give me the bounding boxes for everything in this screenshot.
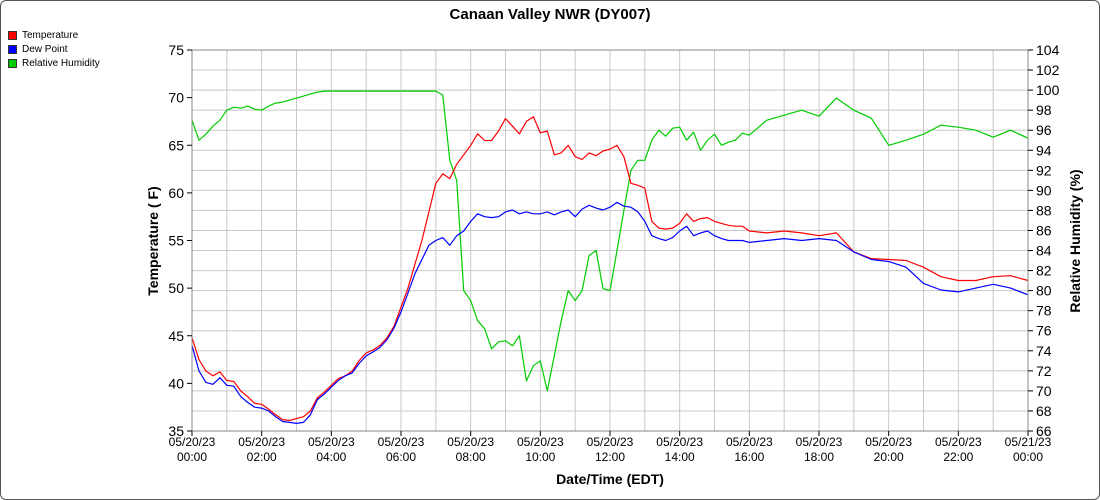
y-left-tick-label: 55 (168, 233, 184, 249)
y-right-tick-label: 82 (1036, 263, 1052, 279)
y-right-tick-label: 90 (1036, 182, 1052, 198)
y-left-tick-label: 45 (168, 328, 184, 344)
legend-item-relative-humidity: Relative Humidity (8, 56, 100, 70)
legend-swatch-dew-point (8, 44, 17, 54)
y-left-tick-label: 40 (168, 375, 184, 391)
x-tick-label-time: 04:00 (316, 450, 346, 464)
grid (191, 49, 1029, 432)
series-layer (191, 90, 1029, 424)
legend-item-temperature: Temperature (8, 28, 100, 42)
x-tick-label-date: 05/21/23 (1005, 435, 1052, 449)
y-right-tick-label: 84 (1036, 243, 1052, 259)
legend: Temperature Dew Point Relative Humidity (8, 28, 100, 70)
y-right-tick-label: 88 (1036, 202, 1052, 218)
y-left-tick-label: 60 (168, 185, 184, 201)
y-right-tick-label: 70 (1036, 383, 1052, 399)
y-right-tick-label: 76 (1036, 323, 1052, 339)
x-tick-label-time: 10:00 (525, 450, 555, 464)
x-tick-label-date: 05/20/23 (587, 435, 634, 449)
legend-swatch-temperature (8, 30, 17, 40)
legend-label-dew-point: Dew Point (22, 43, 68, 55)
y-right-tick-label: 102 (1036, 62, 1060, 78)
x-tick-label-time: 14:00 (665, 450, 695, 464)
y-right-tick-label: 96 (1036, 122, 1052, 138)
y-right-tick-label: 100 (1036, 82, 1060, 98)
axes: 35 40 45 50 55 60 65 70 75 66 68 70 72 74 76 78 80 82 84 86… (168, 42, 1059, 464)
x-tick-label-date: 05/20/23 (308, 435, 355, 449)
y-right-tick-label: 66 (1036, 423, 1052, 439)
y-right-tick-label: 104 (1036, 42, 1060, 58)
x-tick-label-time: 18:00 (804, 450, 834, 464)
series-line-dew-point (191, 201, 1029, 424)
x-tick-label-time: 12:00 (595, 450, 625, 464)
x-tick-label-date: 05/20/23 (865, 435, 912, 449)
x-tick-label-time: 06:00 (386, 450, 416, 464)
series-line-temperature (191, 116, 1029, 422)
x-tick-label-date: 05/20/23 (169, 435, 216, 449)
x-tick-label-time: 02:00 (247, 450, 277, 464)
y-right-tick-label: 78 (1036, 303, 1052, 319)
x-tick-label-time: 20:00 (874, 450, 904, 464)
y-left-tick-label: 70 (168, 90, 184, 106)
y-right-tick-label: 74 (1036, 343, 1052, 359)
x-tick-label-date: 05/20/23 (447, 435, 494, 449)
y-right-tick-label: 68 (1036, 403, 1052, 419)
x-tick-label-time: 00:00 (1013, 450, 1043, 464)
series-line-relative-humidity (191, 90, 1029, 392)
legend-label-relative-humidity: Relative Humidity (22, 57, 100, 69)
x-tick-label-date: 05/20/23 (656, 435, 703, 449)
chart-title: Canaan Valley NWR (DY007) (450, 6, 651, 23)
y-right-tick-label: 92 (1036, 162, 1052, 178)
y-right-tick-label: 94 (1036, 142, 1052, 158)
x-tick-label-time: 16:00 (734, 450, 764, 464)
x-tick-label-date: 05/20/23 (517, 435, 564, 449)
y-right-tick-label: 98 (1036, 102, 1052, 118)
legend-item-dew-point: Dew Point (8, 42, 100, 56)
y-axis-left-label: Temperature ( F) (145, 186, 161, 295)
legend-swatch-relative-humidity (8, 58, 17, 68)
y-left-tick-label: 50 (168, 280, 184, 296)
y-right-tick-label: 72 (1036, 363, 1052, 379)
x-tick-label-date: 05/20/23 (378, 435, 425, 449)
y-right-tick-label: 80 (1036, 283, 1052, 299)
y-left-tick-label: 35 (168, 423, 184, 439)
x-tick-label-time: 22:00 (943, 450, 973, 464)
legend-label-temperature: Temperature (22, 29, 79, 41)
x-tick-label-time: 00:00 (177, 450, 207, 464)
x-tick-label-date: 05/20/23 (796, 435, 843, 449)
x-tick-label-time: 08:00 (456, 450, 486, 464)
x-tick-label-date: 05/20/23 (238, 435, 285, 449)
y-left-tick-label: 75 (168, 42, 184, 58)
x-tick-label-date: 05/20/23 (935, 435, 982, 449)
y-right-tick-label: 86 (1036, 222, 1052, 238)
y-axis-right-label: Relative Humidity (%) (1067, 169, 1083, 312)
x-tick-label-date: 05/20/23 (726, 435, 773, 449)
y-left-tick-label: 65 (168, 137, 184, 153)
x-axis-label: Date/Time (EDT) (556, 471, 664, 487)
